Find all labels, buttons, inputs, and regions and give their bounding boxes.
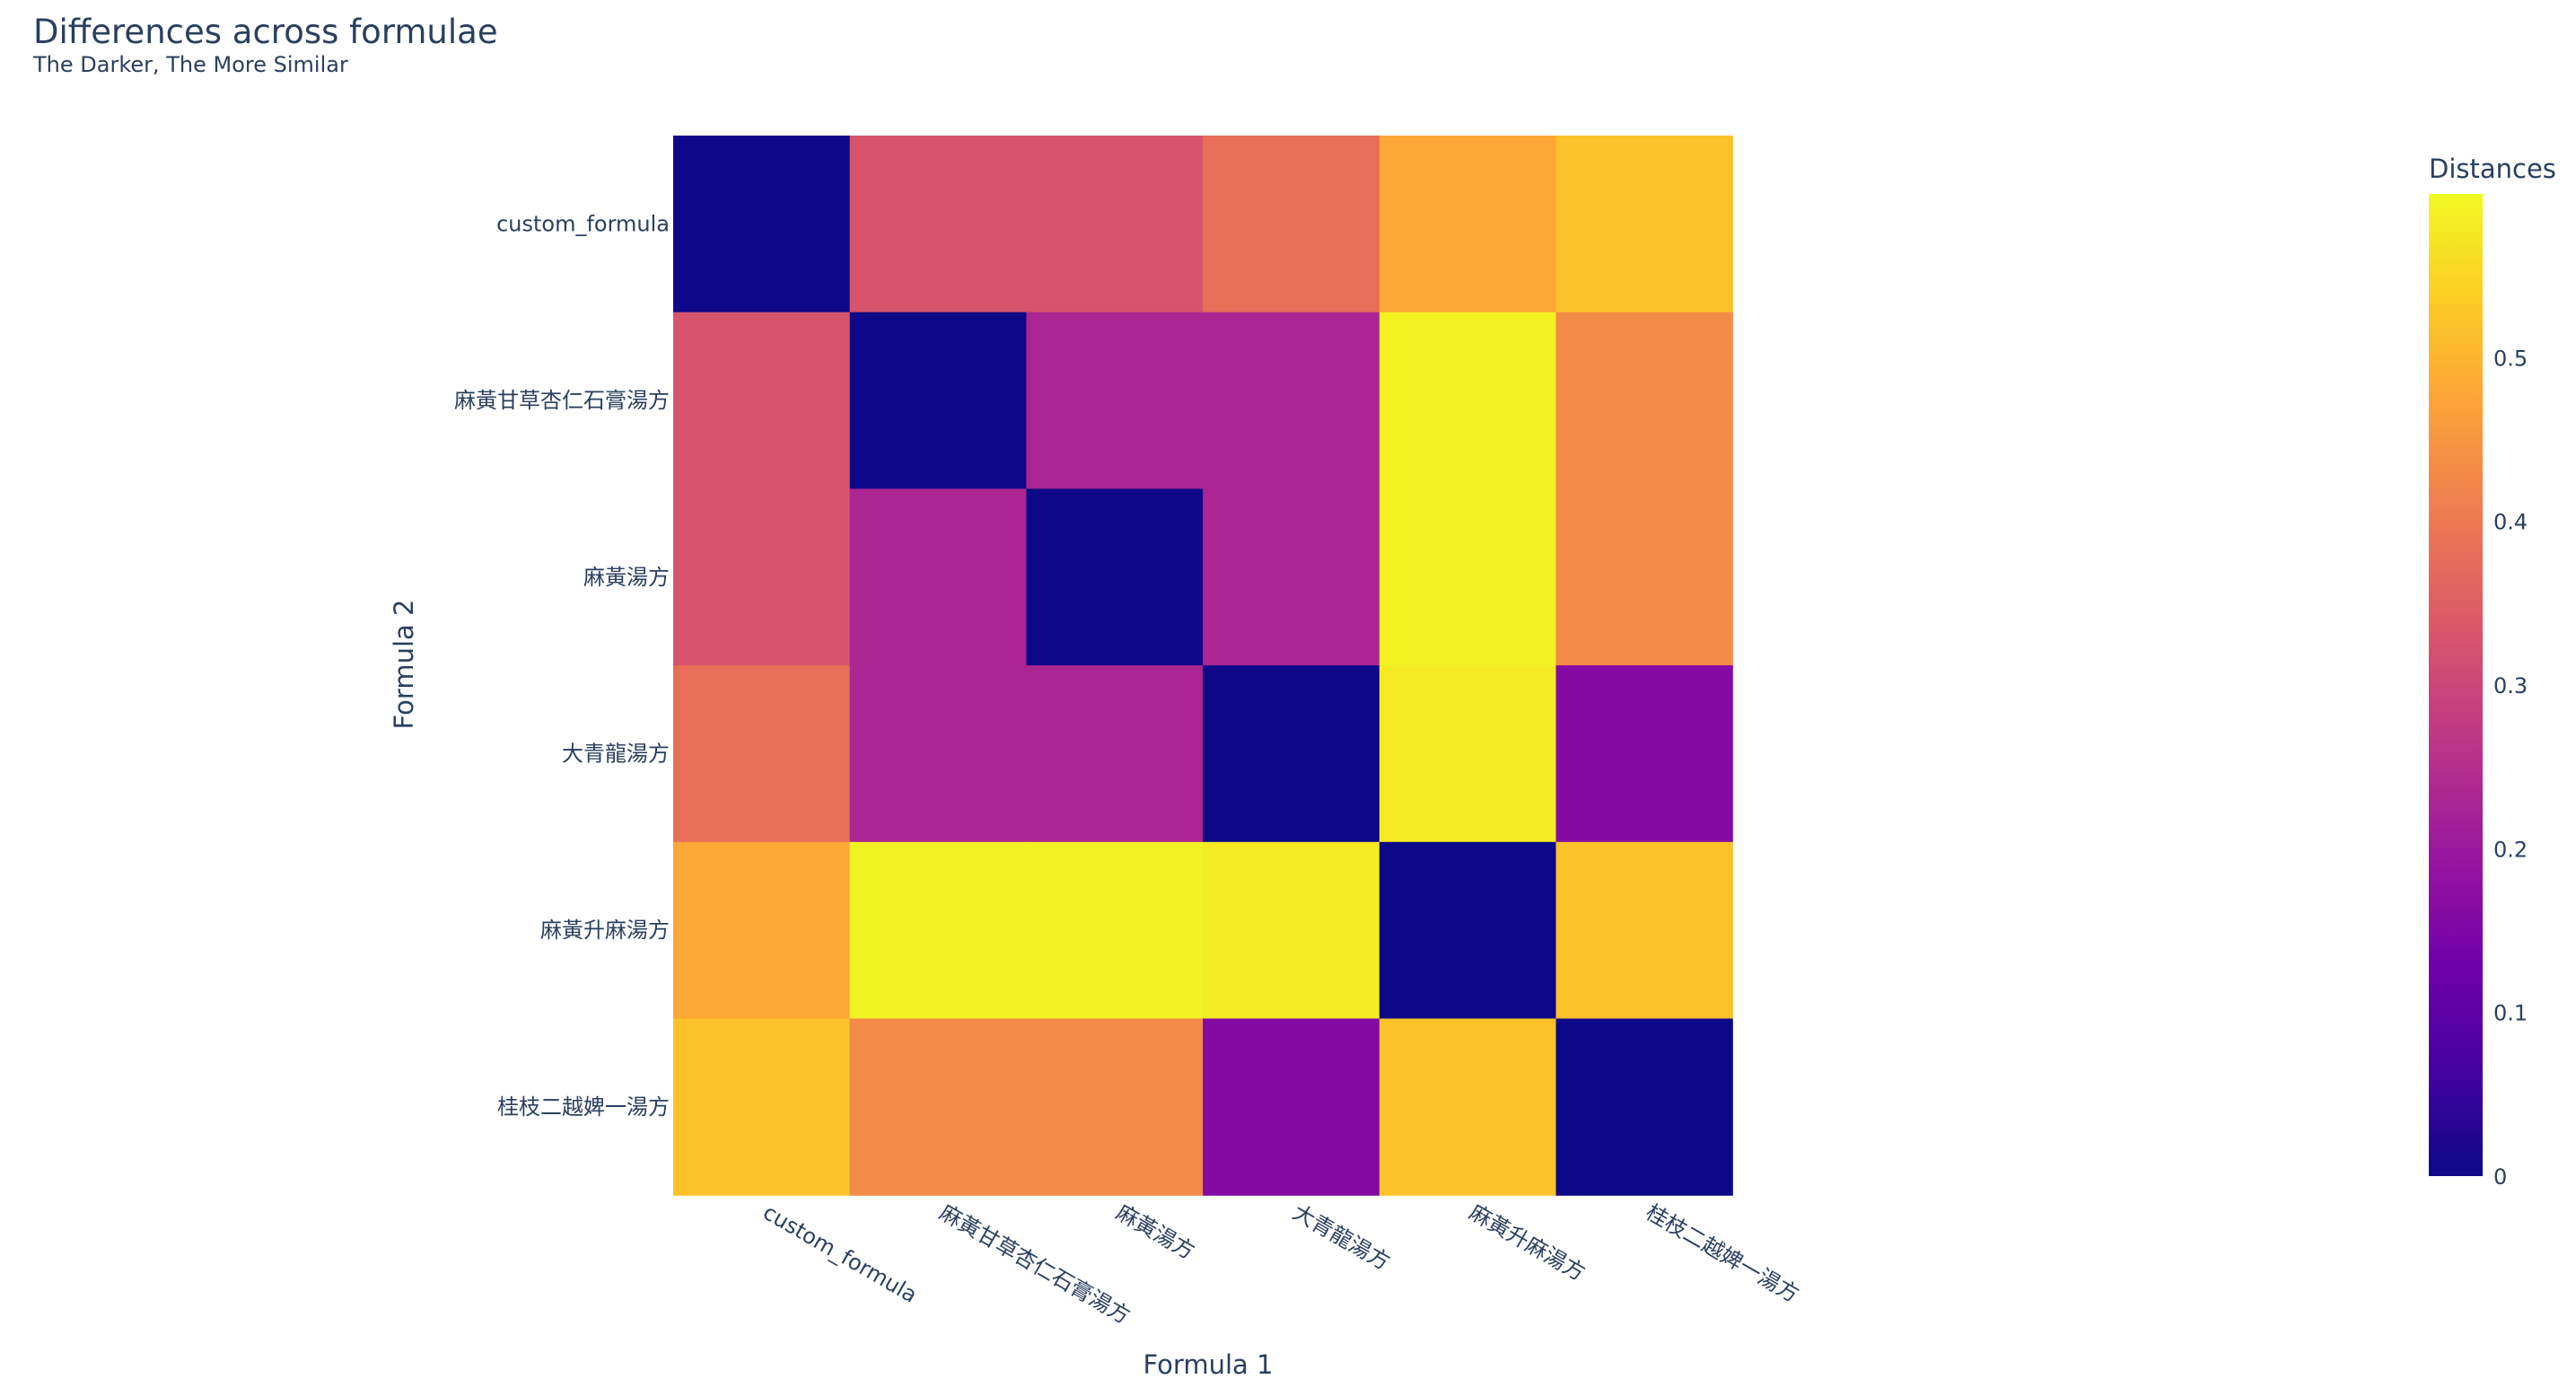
colorbar-tick-label: 0.5 (2493, 346, 2528, 371)
x-axis-ticks: custom_formula 麻黃甘草杏仁石膏湯方麻黃湯方 大青龍湯方 麻黃升麻湯方桂… (758, 1199, 1803, 1329)
heatmap-cell (673, 136, 851, 313)
colorbar-tick-label: 0.3 (2493, 673, 2528, 698)
heatmap-cell (1026, 665, 1204, 843)
heatmap-cell (1379, 488, 1557, 666)
y-axis-ticks: custom_formula 麻黃甘草杏仁石膏湯方麻黃湯方大青龍湯方麻黃升麻湯方桂… (454, 211, 670, 1120)
heatmap-cell (1026, 841, 1204, 1020)
heatmap-cell (673, 665, 851, 843)
heatmap-cell (849, 136, 1027, 313)
heatmap-cell (1379, 665, 1557, 843)
y-tick-label: 麻黃甘草杏仁石膏湯方 (454, 388, 670, 413)
x-tick-label: custom_formula (758, 1199, 921, 1308)
heatmap-cell (849, 665, 1027, 843)
heatmap-cell (1379, 841, 1557, 1020)
heatmap-cell (849, 1018, 1027, 1196)
heatmap-cell (673, 841, 851, 1020)
colorbar-title: Distances (2429, 154, 2556, 184)
colorbar-tick-label: 0.1 (2493, 1001, 2528, 1026)
heatmap-cell (849, 841, 1027, 1020)
heatmap-cell (1555, 136, 1733, 313)
colorbar-gradient (2429, 194, 2483, 1176)
x-tick-label: 麻黃升麻湯方 (1465, 1199, 1590, 1286)
x-tick-label: 麻黃甘草杏仁石膏湯方 (935, 1199, 1135, 1329)
x-axis-title: Formula 1 (1143, 1349, 1274, 1380)
heatmap-cell (673, 488, 851, 666)
y-tick-label: 麻黃升麻湯方 (540, 918, 670, 943)
y-tick-label: custom_formula (496, 211, 670, 236)
heatmap-cell (673, 1018, 851, 1196)
y-tick-label: 大青龍湯方 (562, 741, 670, 766)
colorbar-tick-label: 0.2 (2493, 837, 2528, 862)
heatmap-cell (1026, 1018, 1204, 1196)
heatmap-cell (1555, 488, 1733, 666)
heatmap-cell (1555, 841, 1733, 1020)
heatmap-cell (1203, 665, 1380, 843)
x-tick-label: 大青龍湯方 (1288, 1199, 1394, 1275)
heatmap-cell (1203, 1018, 1380, 1196)
heatmap-cell (1026, 312, 1204, 489)
heatmap-cell (1379, 312, 1557, 489)
heatmap-cell (1555, 312, 1733, 489)
heatmap-cell (1379, 1018, 1557, 1196)
heatmap-cell (1026, 488, 1204, 666)
heatmap-cell (849, 312, 1027, 489)
heatmap-cell (1555, 1018, 1733, 1196)
colorbar-tick-label: 0 (2493, 1164, 2507, 1190)
x-tick-label: 麻黃湯方 (1112, 1199, 1199, 1264)
heatmap-cell (1203, 841, 1380, 1020)
x-tick-label: 桂枝二越婢一湯方 (1642, 1199, 1803, 1307)
colorbar: Distances 0 0.1 0.2 0.3 0.4 0.5 (2429, 154, 2556, 1190)
heatmap-cell (1026, 136, 1204, 313)
heatmap-cell (1203, 488, 1380, 666)
heatmap-cell (1203, 136, 1380, 313)
y-tick-label: 麻黃湯方 (583, 565, 670, 590)
heatmap-cell (1379, 136, 1557, 313)
chart-subtitle: The Darker, The More Similar (32, 52, 348, 77)
colorbar-ticks: 0 0.1 0.2 0.3 0.4 0.5 (2493, 346, 2528, 1190)
heatmap-cell (1555, 665, 1733, 843)
heatmap-cells (673, 136, 1733, 1196)
heatmap-cell (849, 488, 1027, 666)
y-tick-label: 桂枝二越婢一湯方 (497, 1094, 670, 1120)
heatmap-cell (673, 312, 851, 489)
heatmap-cell (1203, 312, 1380, 489)
y-axis-title: Formula 2 (389, 600, 419, 730)
chart-title: Differences across formulae (33, 13, 498, 51)
colorbar-tick-label: 0.4 (2493, 510, 2528, 535)
